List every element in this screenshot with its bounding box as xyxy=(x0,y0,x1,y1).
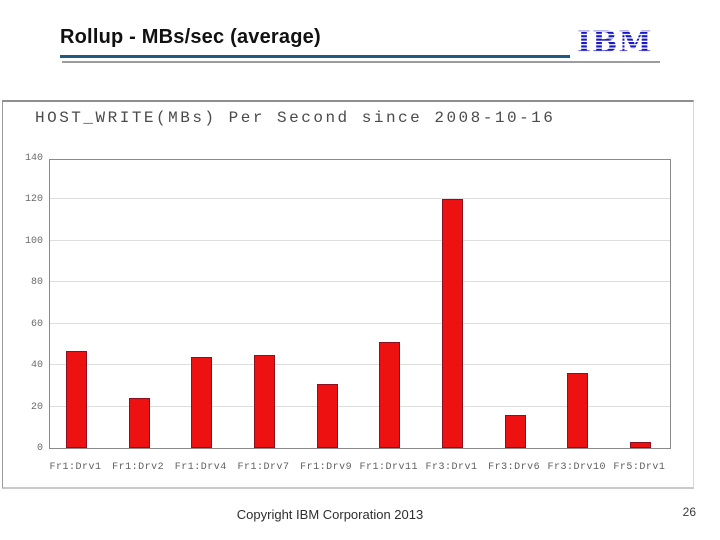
copyright-text: Copyright IBM Corporation 2013 xyxy=(236,507,424,522)
gridline xyxy=(50,198,670,200)
bar xyxy=(441,199,463,448)
y-axis-tick-label: 40 xyxy=(30,360,43,372)
y-axis-tick-label: 0 xyxy=(36,443,43,454)
chart-title: HOST_WRITE(MBs) Per Second since 2008-10… xyxy=(35,109,556,127)
x-axis-label: Fr3:Drv10 xyxy=(547,462,607,473)
x-axis: Fr1:Drv1 Fr1:Drv2 Fr1:Drv4 Fr1:Drv7 Fr1:Drv9… xyxy=(3,462,695,478)
plot-area xyxy=(49,159,671,449)
x-axis-label: Fr5:Drv1 xyxy=(613,462,666,473)
x-axis-label: Fr1:Drv1 xyxy=(49,462,102,473)
x-axis-label: Fr3:Drv1 xyxy=(425,462,478,473)
x-axis-label: Fr1:Drv2 xyxy=(112,462,165,473)
bar xyxy=(253,355,275,448)
x-axis-label: Fr3:Drv6 xyxy=(488,462,541,473)
y-axis-tick-label: 120 xyxy=(24,194,43,206)
y-axis: 0 20 40 60 80 100 120 140 xyxy=(3,153,45,454)
y-axis-tick-label: 60 xyxy=(30,318,43,330)
gridline xyxy=(50,239,670,241)
header-rule-accent xyxy=(60,55,570,58)
ibm-logo-icon: IBM xyxy=(577,25,653,57)
bar xyxy=(379,342,401,448)
gridline xyxy=(50,281,670,283)
y-axis-tick-label: 80 xyxy=(30,277,43,289)
x-axis-label: Fr1:Drv4 xyxy=(174,462,227,473)
chart-panel: HOST_WRITE(MBs) Per Second since 2008-10… xyxy=(2,100,694,489)
header-rule-secondary xyxy=(62,61,660,63)
bar xyxy=(66,351,87,448)
bar xyxy=(504,415,526,448)
bar xyxy=(128,398,150,448)
bar xyxy=(629,442,651,448)
page-title: Rollup - MBs/sec (average) xyxy=(60,26,321,48)
svg-text:IBM: IBM xyxy=(577,25,653,57)
y-axis-tick-label: 140 xyxy=(24,153,43,164)
gridline xyxy=(50,405,670,407)
bar xyxy=(191,357,213,448)
gridline xyxy=(50,364,670,366)
x-axis-label: Fr1:Drv11 xyxy=(359,462,419,473)
x-axis-label: Fr1:Drv7 xyxy=(237,462,290,473)
bar xyxy=(567,373,589,448)
gridline xyxy=(50,322,670,324)
page-number: 26 xyxy=(682,505,696,519)
x-axis-label: Fr1:Drv9 xyxy=(300,462,353,473)
bar xyxy=(316,384,338,448)
y-axis-tick-label: 20 xyxy=(30,401,43,413)
y-axis-tick-label: 100 xyxy=(24,235,43,247)
